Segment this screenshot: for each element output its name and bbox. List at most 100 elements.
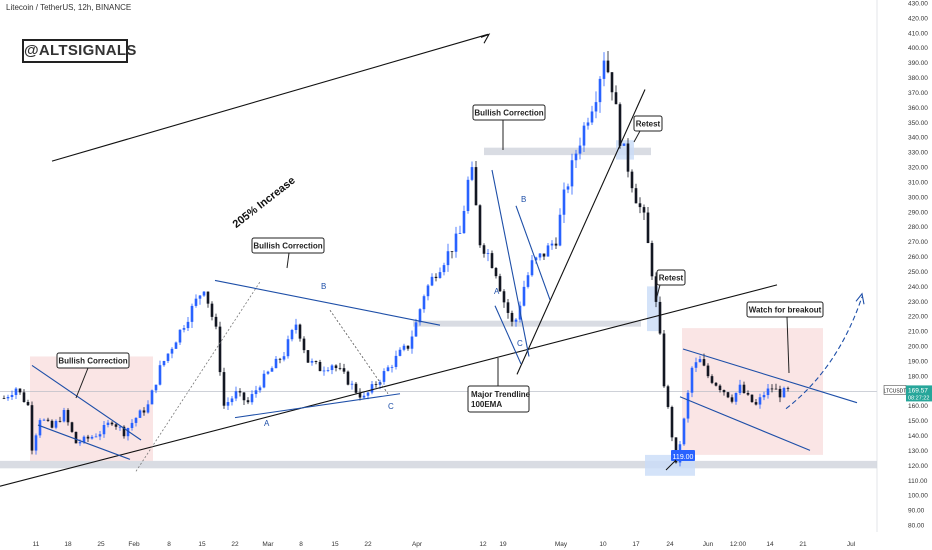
- candle-body: [266, 371, 270, 374]
- candle-body: [666, 386, 670, 407]
- candle-body: [150, 390, 154, 405]
- candle-body: [558, 214, 562, 246]
- candle-body: [146, 404, 150, 413]
- candle-body: [762, 395, 766, 398]
- candle-body: [730, 397, 734, 402]
- y-tick-label: 110.00: [908, 478, 928, 485]
- candle-body: [650, 243, 654, 277]
- trend-drawings: [0, 33, 865, 487]
- candle-body: [118, 426, 122, 428]
- candle-body: [102, 424, 106, 435]
- y-tick-label: 300.00: [908, 194, 928, 201]
- candle-body: [86, 436, 90, 439]
- candle-body: [178, 329, 182, 343]
- candle-body: [322, 370, 326, 372]
- watermark-badge: @ALTSIGNALS: [22, 39, 136, 63]
- callout-text-line1: Major Trendline: [471, 390, 531, 399]
- callout-retest-top: Retest: [633, 115, 663, 143]
- y-tick-label: 130.00: [908, 448, 928, 455]
- candle-body: [658, 301, 662, 334]
- candle-body: [170, 348, 174, 354]
- candle-body: [506, 302, 510, 313]
- x-tick-label: Jun: [703, 541, 714, 548]
- candle-body: [674, 437, 678, 463]
- candle-body: [534, 257, 538, 261]
- callout-text: Bullish Correction: [474, 109, 543, 118]
- candle-body: [358, 392, 362, 398]
- x-tick-label: 17: [632, 541, 640, 548]
- callout-text: Watch for breakout: [749, 306, 822, 315]
- candle-body: [58, 420, 62, 422]
- wedge-left-bottom: [37, 424, 131, 460]
- candle-body: [686, 392, 690, 419]
- y-axis-bg: [877, 0, 932, 550]
- candle-body: [722, 390, 726, 393]
- b-wave-line: [491, 169, 530, 357]
- candle-body: [82, 436, 86, 443]
- candle-body: [370, 384, 374, 393]
- y-tick-label: 310.00: [908, 179, 928, 186]
- wave-letter: A: [494, 287, 500, 296]
- y-tick-label: 420.00: [908, 15, 928, 22]
- wave-letter: B: [321, 282, 326, 291]
- x-tick-label: Feb: [128, 541, 140, 548]
- support-price-label: 119.00: [665, 450, 695, 471]
- diagonal-increase-line: [51, 33, 489, 162]
- increase-arrowhead: [480, 33, 491, 44]
- candle-body: [634, 188, 638, 204]
- x-tick-label: May: [555, 541, 568, 548]
- candle-body: [250, 394, 254, 403]
- candle-body: [406, 345, 410, 349]
- candle-body: [218, 326, 222, 373]
- candle-body: [618, 104, 622, 146]
- y-tick-label: 180.00: [908, 373, 928, 380]
- candle-body: [202, 291, 206, 296]
- candle-body: [46, 419, 50, 421]
- channel-lower: [679, 396, 811, 451]
- candle-body: [554, 243, 558, 246]
- candle-body: [402, 345, 406, 350]
- candle-body: [738, 384, 742, 393]
- candle-body: [742, 384, 746, 393]
- candle-body: [602, 60, 606, 79]
- candle-body: [646, 212, 650, 244]
- candle-body: [698, 359, 702, 363]
- candle-body: [210, 303, 214, 317]
- callout-text-line2: 100EMA: [471, 400, 502, 409]
- y-tick-label: 320.00: [908, 165, 928, 172]
- candle-body: [514, 319, 518, 322]
- candle-body: [166, 353, 170, 362]
- candle-body: [578, 145, 582, 154]
- candle-body: [326, 370, 330, 371]
- candle-body: [426, 285, 430, 297]
- candle-body: [214, 316, 218, 327]
- x-tick-label: 8: [167, 541, 171, 548]
- candle-body: [390, 366, 394, 368]
- candle-body: [242, 392, 246, 401]
- y-tick-label: 210.00: [908, 329, 928, 336]
- candle-body: [138, 410, 142, 418]
- candle-body: [126, 428, 130, 437]
- dashed-left: [135, 281, 261, 472]
- x-tick-label: 19: [499, 541, 507, 548]
- candle-body: [770, 388, 774, 390]
- x-tick-label: 14: [766, 541, 774, 548]
- candle-body: [306, 350, 310, 363]
- candle-body: [222, 372, 226, 406]
- wave-letter: A: [264, 419, 270, 428]
- candle-body: [430, 276, 434, 286]
- candle-body: [318, 361, 322, 372]
- candle-body: [394, 355, 398, 367]
- candle-body: [106, 422, 110, 425]
- y-tick-label: 260.00: [908, 254, 928, 261]
- candle-body: [642, 207, 646, 213]
- candle-body: [206, 291, 210, 304]
- a-wave-line: [494, 305, 522, 365]
- x-tick-label: 15: [331, 541, 339, 548]
- dashed-mid: [329, 310, 389, 394]
- candle-body: [758, 397, 762, 405]
- candle-body: [158, 365, 162, 385]
- x-tick-label: 11: [33, 541, 40, 548]
- candle-body: [38, 420, 42, 436]
